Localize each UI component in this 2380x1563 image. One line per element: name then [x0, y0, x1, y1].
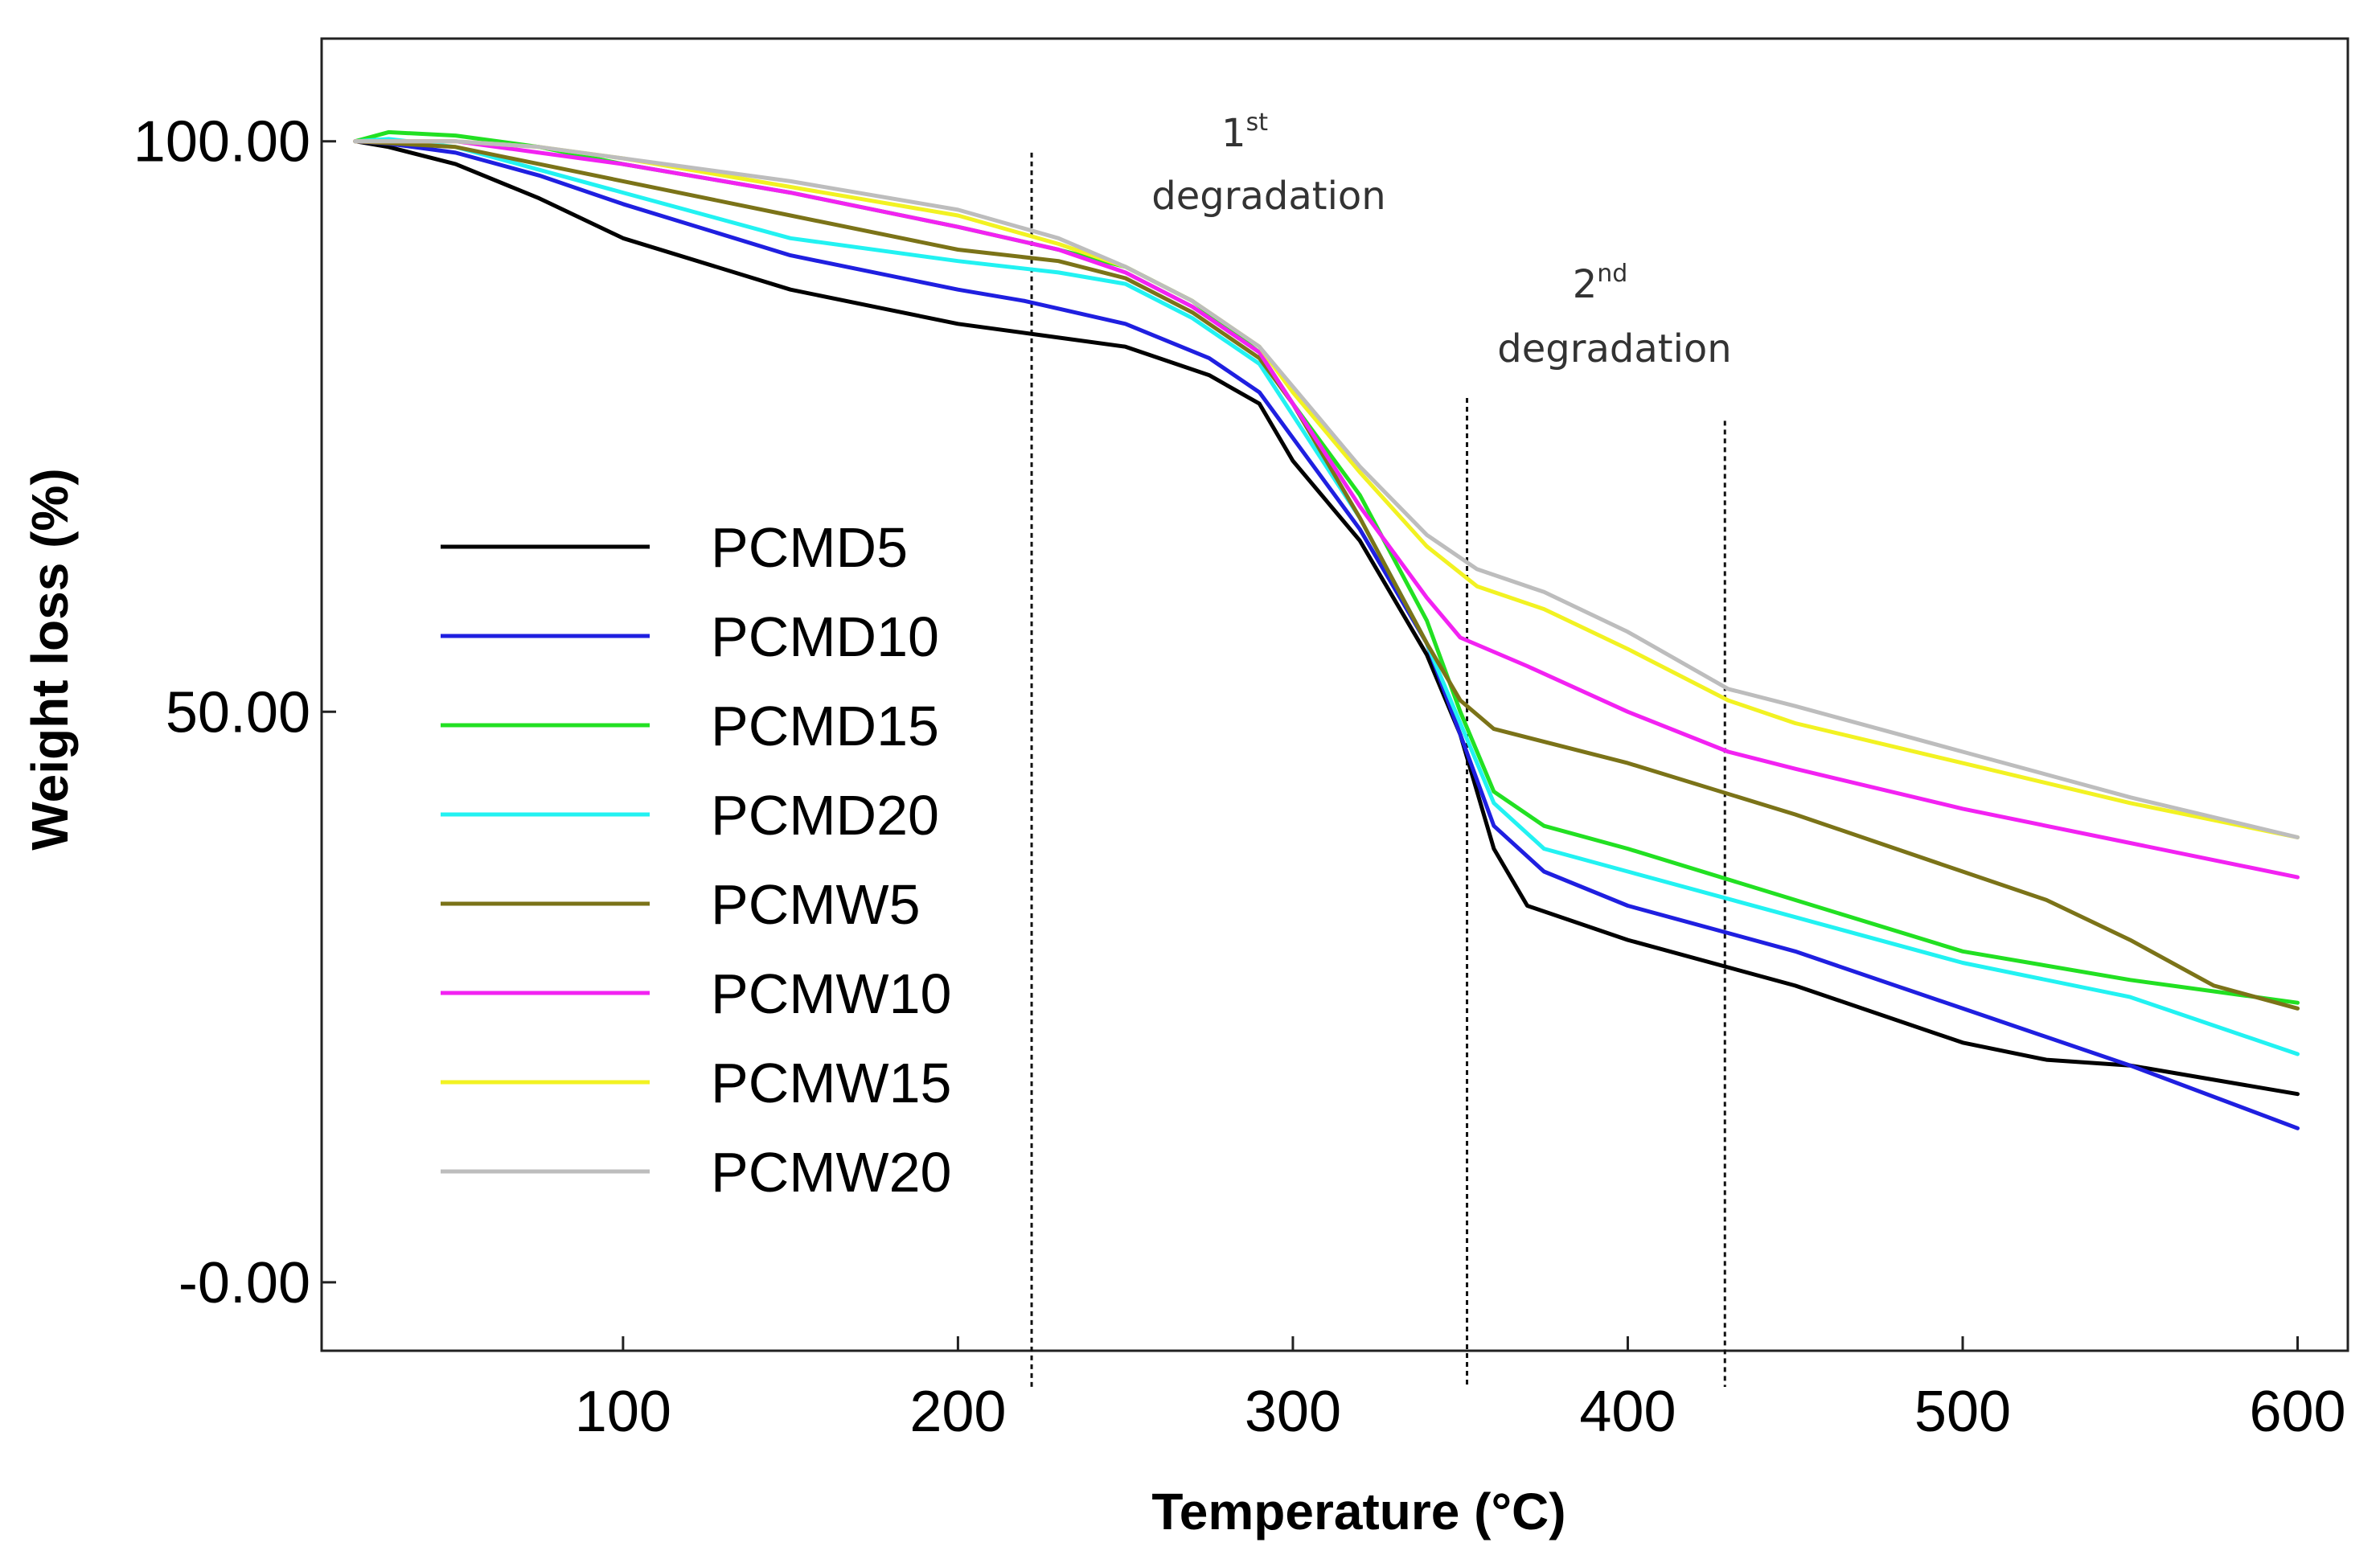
legend-label-pcmw20: PCMW20 [711, 1141, 951, 1204]
annotation-first-degradation: 1st degradation [1151, 109, 1385, 219]
annotation-second-number: 2nd [1573, 260, 1628, 307]
legend-label-pcmd5: PCMD5 [711, 516, 908, 579]
legend-label-pcmw15: PCMW15 [711, 1052, 951, 1114]
legend: PCMD5 PCMD10 PCMD15 PCMD20 PCMW5 PCMW10 PCMW15… [441, 516, 951, 1204]
annotation-first-number: 1st [1221, 109, 1268, 156]
plot-frame [320, 37, 2349, 1352]
x-tick-label-600: 600 [2249, 1380, 2345, 1444]
x-tick-label-500: 500 [1914, 1380, 2011, 1444]
x-tick-label-300: 300 [1245, 1380, 1341, 1444]
legend-label-pcmw10: PCMW10 [711, 962, 951, 1025]
series-lines [353, 129, 2300, 1130]
x-axis-ticks: 100 200 300 400 500 600 [575, 1336, 2346, 1444]
series-line-pcmw5 [353, 139, 2300, 1011]
x-tick-label-100: 100 [575, 1380, 671, 1444]
y-tick-label-100: 100.00 [133, 110, 310, 174]
y-axis-title: Weight loss (%) [21, 468, 79, 850]
x-axis-title: Temperature (°C) [1151, 1483, 1565, 1540]
x-tick-label-200: 200 [909, 1380, 1006, 1444]
x-tick-label-400: 400 [1579, 1380, 1676, 1444]
legend-label-pcmd20: PCMD20 [711, 784, 939, 847]
y-axis-ticks: -0.00 50.00 100.00 [133, 110, 336, 1315]
annotation-second-degradation: 2nd degradation [1497, 260, 1731, 371]
annotation-first-text: degradation [1151, 174, 1385, 219]
series-line-pcmd10 [353, 139, 2300, 1130]
series-line-pcmd20 [353, 137, 2300, 1056]
annotation-second-text: degradation [1497, 326, 1731, 371]
y-tick-label-50: 50.00 [166, 680, 310, 745]
y-tick-label-0: -0.00 [178, 1251, 310, 1315]
series-line-pcmd5 [353, 139, 2300, 1097]
legend-label-pcmd10: PCMD10 [711, 605, 939, 668]
degradation-boundaries [1030, 152, 1726, 1387]
series-line-pcmw10 [353, 139, 2300, 880]
legend-label-pcmd15: PCMD15 [711, 695, 939, 757]
legend-label-pcmw5: PCMW5 [711, 873, 921, 936]
series-line-pcmw20 [353, 139, 2300, 839]
